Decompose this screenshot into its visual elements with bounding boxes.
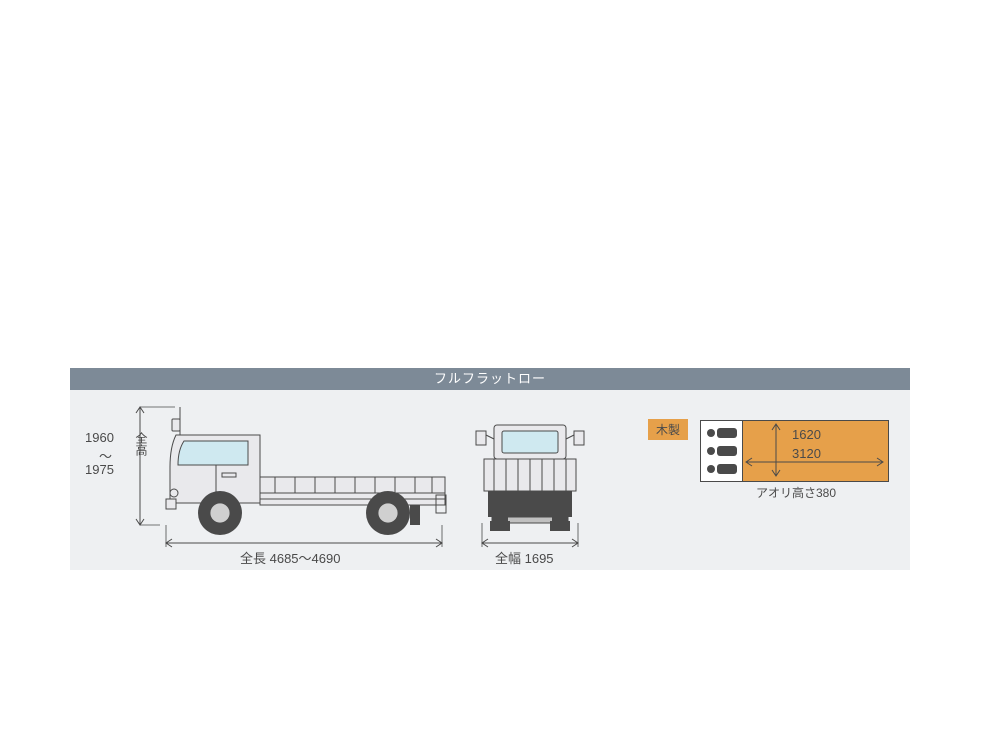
height-value-top: 1960 <box>85 430 114 445</box>
truck-rear-view <box>470 395 600 560</box>
bed-length-dim: 3120 <box>792 446 821 461</box>
cabin-plan <box>700 420 744 482</box>
bed-height-dim: 1620 <box>792 427 821 442</box>
truck-side-view <box>120 395 460 560</box>
bed-material-tag: 木製 <box>648 419 688 440</box>
seat-icon <box>701 421 743 481</box>
section-title: フルフラットロー <box>70 368 910 390</box>
bed-side-label: アオリ高さ380 <box>756 484 836 501</box>
height-value-bottom: 1975 <box>85 462 114 477</box>
